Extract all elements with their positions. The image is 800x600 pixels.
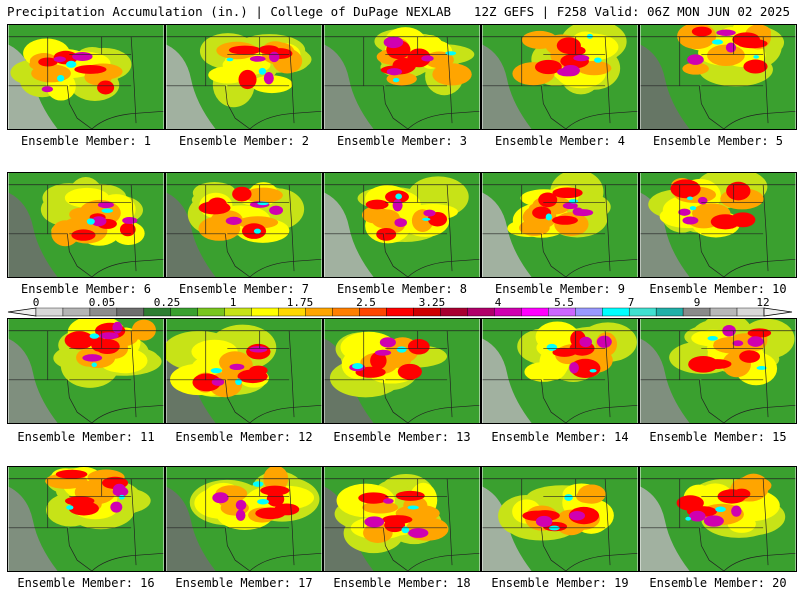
- ensemble-member-map: [165, 318, 323, 424]
- colorbar-swatch: [89, 307, 118, 317]
- ensemble-member-label: Ensemble Member: 12: [175, 430, 313, 444]
- ensemble-member-map: [323, 24, 481, 130]
- colorbar-max-arrow: [763, 307, 793, 317]
- ensemble-member-label: Ensemble Member: 1: [20, 134, 152, 148]
- ensemble-member-label: Ensemble Member: 2: [178, 134, 310, 148]
- colorbar-tick-label: 9: [694, 296, 701, 309]
- colorbar-tick-label: 5.5: [554, 296, 574, 309]
- ensemble-member-map: [639, 318, 797, 424]
- colorbar-swatch: [682, 307, 711, 317]
- ensemble-member-map: [7, 24, 165, 130]
- colorbar-swatch: [116, 307, 145, 317]
- colorbar-swatch: [494, 307, 522, 317]
- ensemble-member-label: Ensemble Member: 16: [17, 576, 155, 590]
- colorbar-tick-label: 0: [33, 296, 40, 309]
- ensemble-member-map: [481, 466, 639, 572]
- colorbar-swatch: [709, 307, 738, 317]
- colorbar-tick-label: 12: [756, 296, 769, 309]
- colorbar-swatch: [602, 307, 630, 317]
- colorbar-swatch: [440, 307, 468, 317]
- colorbar-tick-label: 2.5: [356, 296, 376, 309]
- colorbar-swatch: [278, 307, 306, 317]
- colorbar-swatch: [736, 307, 765, 317]
- ensemble-member-map: [7, 172, 165, 278]
- colorbar-min-arrow: [7, 307, 37, 317]
- colorbar-swatch: [575, 307, 603, 317]
- ensemble-member-label: Ensemble Member: 7: [178, 282, 310, 296]
- colorbar-swatch: [224, 307, 252, 317]
- ensemble-member-map: [323, 172, 481, 278]
- ensemble-member-map: [323, 318, 481, 424]
- ensemble-member-label: Ensemble Member: 11: [17, 430, 155, 444]
- colorbar-tick-label: 7: [628, 296, 635, 309]
- ensemble-member-label: Ensemble Member: 15: [649, 430, 787, 444]
- ensemble-member-label: Ensemble Member: 14: [491, 430, 629, 444]
- ensemble-member-label: Ensemble Member: 6: [20, 282, 152, 296]
- ensemble-member-map: [639, 466, 797, 572]
- ensemble-member-map: [165, 172, 323, 278]
- ensemble-member-label: Ensemble Member: 10: [649, 282, 787, 296]
- colorbar-tick-label: 1.75: [287, 296, 314, 309]
- ensemble-member-label: Ensemble Member: 4: [494, 134, 626, 148]
- ensemble-member-label: Ensemble Member: 20: [649, 576, 787, 590]
- ensemble-member-map: [165, 466, 323, 572]
- ensemble-member-label: Ensemble Member: 13: [333, 430, 471, 444]
- ensemble-member-map: [639, 172, 797, 278]
- ensemble-member-map: [639, 24, 797, 130]
- colorbar-tick-label: 0.25: [154, 296, 181, 309]
- colorbar-swatch: [332, 307, 360, 317]
- colorbar-swatch: [413, 307, 441, 317]
- colorbar-swatch: [359, 307, 387, 317]
- colorbar-swatch: [35, 307, 64, 317]
- ensemble-member-label: Ensemble Member: 19: [491, 576, 629, 590]
- colorbar-swatch: [251, 307, 279, 317]
- ensemble-member-label: Ensemble Member: 18: [333, 576, 471, 590]
- colorbar-tick-label: 4: [495, 296, 502, 309]
- colorbar-tick-label: 1: [230, 296, 237, 309]
- colorbar-tick-label: 0.05: [89, 296, 116, 309]
- ensemble-member-map: [7, 318, 165, 424]
- ensemble-member-map: [323, 466, 481, 572]
- colorbar-swatch: [521, 307, 549, 317]
- ensemble-member-label: Ensemble Member: 5: [652, 134, 784, 148]
- ensemble-member-label: Ensemble Member: 9: [494, 282, 626, 296]
- colorbar-swatch: [467, 307, 495, 317]
- colorbar-swatch: [548, 307, 576, 317]
- colorbar-swatch: [143, 307, 172, 317]
- product-title: Precipitation Accumulation (in.) | Colle…: [7, 4, 452, 19]
- ensemble-member-map: [7, 466, 165, 572]
- ensemble-member-map: [481, 24, 639, 130]
- ensemble-member-map: [481, 172, 639, 278]
- ensemble-member-label: Ensemble Member: 8: [336, 282, 468, 296]
- colorbar-swatch: [305, 307, 333, 317]
- ensemble-member-label: Ensemble Member: 17: [175, 576, 313, 590]
- colorbar-tick-label: 3.25: [419, 296, 446, 309]
- colorbar-swatch: [62, 307, 91, 317]
- ensemble-member-map: [481, 318, 639, 424]
- ensemble-member-label: Ensemble Member: 3: [336, 134, 468, 148]
- run-info: 12Z GEFS | F258 Valid: 06Z MON JUN 02 20…: [473, 4, 790, 19]
- colorbar-swatch: [386, 307, 414, 317]
- precip-colorbar: 0 0.05 0.25 1 1.75 2.5 3.25 4 5.5 7 9 12: [7, 296, 793, 317]
- colorbar-swatch: [170, 307, 198, 317]
- colorbar-swatch: [197, 307, 225, 317]
- colorbar-swatch: [628, 307, 657, 317]
- ensemble-member-map: [165, 24, 323, 130]
- colorbar-swatch: [655, 307, 684, 317]
